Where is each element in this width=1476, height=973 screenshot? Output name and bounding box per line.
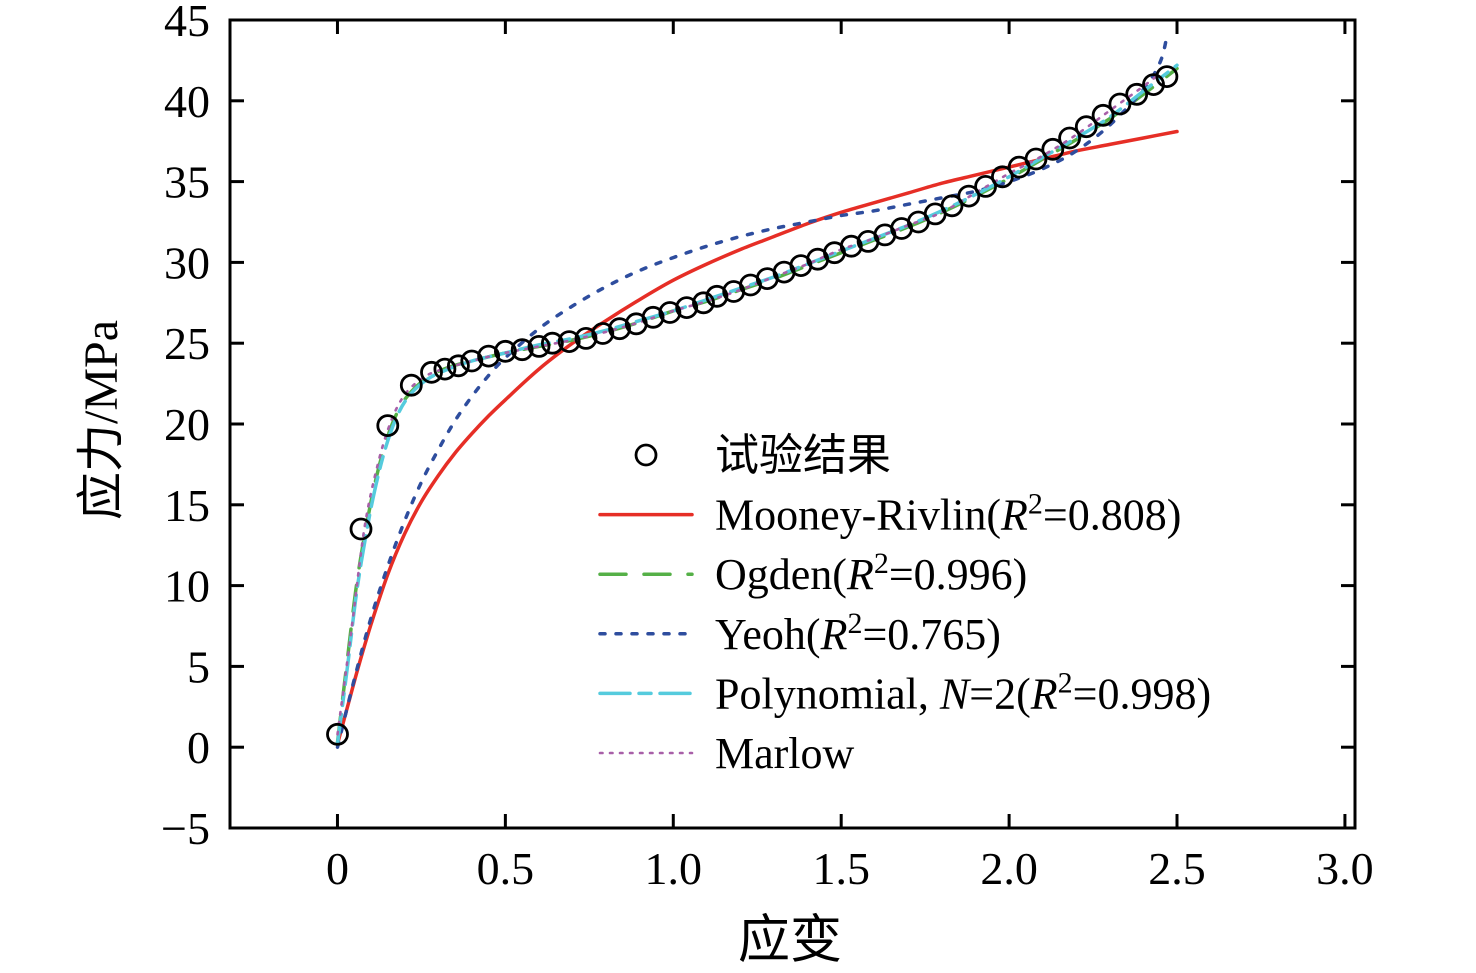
y-tick-label: 15: [164, 480, 210, 531]
data-point-marker: [433, 357, 457, 381]
data-point-marker: [591, 322, 615, 345]
data-point-marker: [541, 331, 564, 355]
x-tick-label: 1.5: [812, 843, 870, 894]
data-point-marker: [446, 354, 470, 378]
data-point-marker: [641, 305, 665, 329]
data-point-marker: [349, 517, 373, 541]
legend-label: Polynomial, N=2(R2=0.998): [715, 666, 1211, 719]
data-point-marker: [692, 291, 715, 315]
y-axis-label: 应力/MPa: [75, 319, 128, 521]
curve-dotted: [335, 34, 1169, 749]
data-point-marker: [675, 296, 699, 320]
x-tick-label: 1.0: [645, 843, 703, 894]
data-point-marker: [608, 317, 631, 341]
data-point-marker: [940, 194, 964, 218]
y-tick-label: 20: [164, 399, 210, 450]
data-point-marker: [477, 344, 501, 368]
legend-label: Mooney-Rivlin(R2=0.808): [715, 487, 1181, 540]
y-tick-label: 0: [187, 722, 210, 773]
data-point-marker: [839, 234, 863, 258]
legend-entry: Ogden(R2=0.996): [598, 547, 1027, 600]
scatter-series: [326, 65, 1179, 746]
data-point-marker: [510, 338, 534, 362]
x-axis-label: 应变: [737, 912, 843, 970]
legend-entry: Yeoh(R2=0.765): [598, 606, 1001, 659]
data-point-marker: [1155, 65, 1179, 88]
legend-label: Marlow: [715, 729, 855, 778]
data-point-marker: [658, 301, 682, 324]
data-point-marker: [420, 360, 443, 384]
data-point-marker: [705, 284, 729, 308]
legend-label: Yeoh(R2=0.765): [715, 606, 1001, 659]
legend: 试验结果 Mooney-Rivlin(R2=0.808) Ogden(R2=0.99…: [598, 431, 1211, 778]
data-point-marker: [1058, 126, 1081, 150]
data-point-marker: [991, 165, 1014, 189]
data-point-marker: [557, 330, 581, 354]
y-tick-label: 30: [164, 237, 210, 288]
y-tick-label: 10: [164, 561, 210, 612]
x-tick-label: 0: [326, 843, 349, 894]
axis-ticks: 0 0.5 1.0 1.5 2.0 2.5 3.0 −5 0 5 10 15 20 25 30 35 40 45: [161, 0, 1374, 894]
legend-marker-circle: [634, 443, 658, 467]
x-tick-label: 2.0: [980, 843, 1038, 894]
x-tick-label: 0.5: [477, 843, 535, 894]
data-point-marker: [376, 414, 400, 438]
y-tick-label: −5: [161, 803, 210, 854]
y-tick-label: 35: [164, 157, 210, 208]
data-point-marker: [1024, 147, 1048, 171]
y-tick-label: 25: [164, 318, 210, 369]
data-point-marker: [957, 184, 981, 208]
data-point-marker: [1074, 115, 1098, 139]
data-point-marker: [1108, 92, 1132, 116]
data-point-marker: [326, 722, 349, 746]
data-point-marker: [493, 339, 517, 363]
data-point-marker: [460, 349, 484, 373]
x-tick-label: 2.5: [1148, 843, 1206, 894]
curve-dash-dot: [335, 63, 1179, 746]
y-tick-label: 5: [187, 641, 210, 692]
legend-entry: Mooney-Rivlin(R2=0.808): [598, 487, 1181, 540]
data-point-marker: [974, 174, 997, 198]
data-point-marker: [1125, 82, 1149, 106]
data-point-marker: [1091, 103, 1115, 127]
data-point-marker: [574, 326, 598, 350]
legend-entry: Polynomial, N=2(R2=0.998): [598, 666, 1211, 719]
data-point-marker: [527, 334, 551, 358]
y-tick-label: 40: [164, 76, 210, 127]
y-tick-label: 45: [164, 0, 210, 46]
legend-entry: Marlow: [598, 729, 855, 778]
legend-entry: 试验结果: [634, 431, 891, 480]
data-point-marker: [1041, 137, 1065, 161]
legend-label: Ogden(R2=0.996): [715, 547, 1027, 600]
legend-label: 试验结果: [715, 431, 891, 480]
data-point-marker: [399, 373, 423, 397]
x-tick-label: 3.0: [1316, 843, 1374, 894]
